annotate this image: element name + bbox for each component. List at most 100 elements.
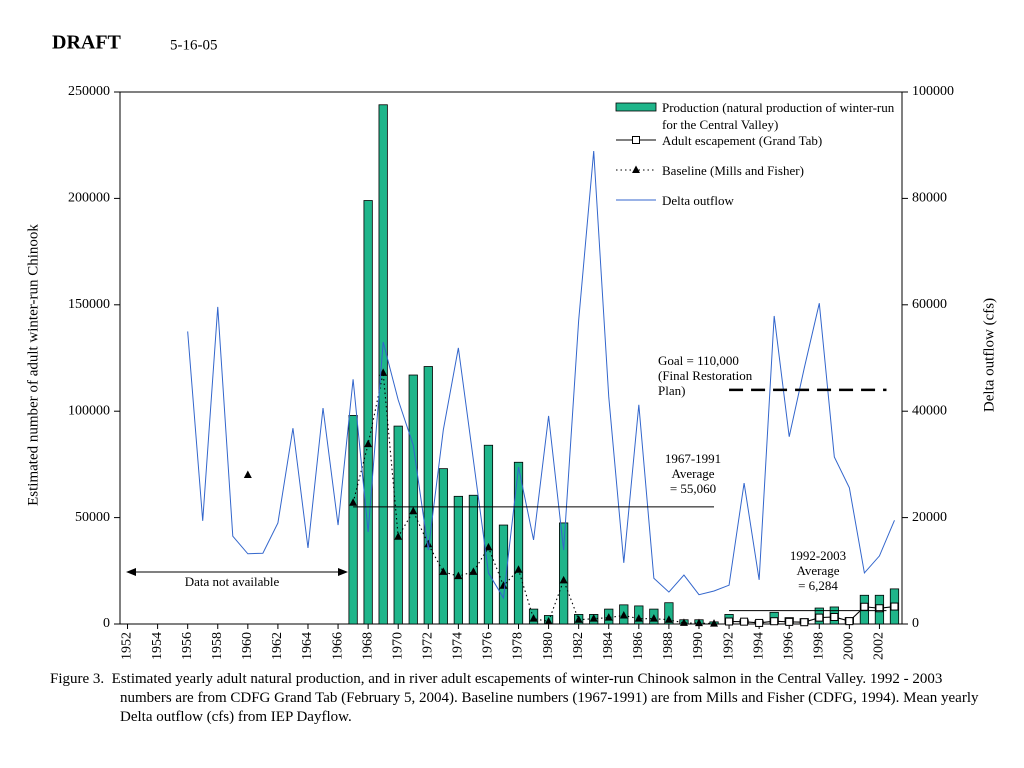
- marker-square: [800, 618, 809, 627]
- x-tick-label: 2002: [872, 632, 887, 660]
- marker-triangle: [484, 542, 493, 551]
- x-tick-label: 1986: [631, 632, 646, 660]
- marker-square: [770, 617, 779, 626]
- y-axis-label: Estimated number of adult winter-run Chi…: [25, 224, 41, 506]
- marker-triangle: [424, 539, 433, 548]
- draft-title: DRAFT: [52, 32, 122, 54]
- draft-date: 5-16-05: [170, 37, 218, 53]
- y-tick-label: 200000: [68, 191, 110, 206]
- marker-square: [830, 612, 839, 621]
- x-tick-label: 1978: [511, 632, 526, 660]
- reference-text: Average: [671, 466, 715, 481]
- marker-triangle: [574, 615, 583, 623]
- x-tick-label: 1960: [240, 632, 255, 660]
- marker-square: [755, 618, 764, 627]
- marker-triangle: [379, 368, 388, 376]
- bar: [423, 366, 433, 625]
- bar: [559, 522, 569, 625]
- marker-triangle: [243, 470, 252, 479]
- x-tick-label: 1994: [751, 632, 766, 660]
- x-tick-label: 1952: [120, 632, 135, 660]
- marker-square: [860, 602, 869, 611]
- marker-square: [815, 613, 824, 622]
- y-tick-label: 50000: [75, 510, 110, 525]
- x-tick-label: 1968: [360, 632, 375, 660]
- y2-tick-label: 0: [912, 616, 919, 631]
- marker-triangle: [499, 581, 508, 589]
- x-tick-label: 1954: [150, 632, 165, 660]
- reference-text: = 55,060: [669, 481, 717, 496]
- marker-triangle: [409, 506, 418, 515]
- x-tick-label: 1970: [390, 632, 405, 660]
- y-tick-label: 100000: [68, 403, 110, 418]
- bar: [664, 602, 674, 625]
- y2-axis-label: Delta outflow (cfs): [981, 298, 997, 412]
- line: [729, 606, 895, 624]
- reference-text: (Final Restoration: [658, 368, 753, 383]
- y2-tick-label: 60000: [912, 297, 947, 312]
- reference-text: Plan): [658, 383, 686, 398]
- reference-text: Average: [796, 563, 840, 578]
- legend-swatch: [615, 102, 657, 112]
- marker-square: [725, 617, 734, 626]
- legend-label: Baseline (Mills and Fisher): [662, 163, 804, 178]
- bar: [483, 444, 494, 625]
- x-tick-label: 1992: [721, 632, 736, 660]
- bar: [453, 495, 463, 625]
- marker-square: [785, 617, 794, 626]
- reference-text: 1992-2003: [789, 548, 847, 563]
- x-tick-label: 1982: [571, 632, 586, 660]
- marker-triangle: [604, 613, 613, 621]
- x-tick-label: 1996: [781, 632, 796, 660]
- bar: [408, 374, 418, 625]
- marker-square: [845, 617, 854, 626]
- x-tick-label: 1972: [421, 632, 436, 660]
- y-tick-label: 250000: [68, 84, 110, 99]
- marker-triangle: [454, 571, 463, 580]
- marker-triangle: [349, 498, 358, 506]
- marker-triangle: [649, 614, 658, 622]
- line: [352, 372, 715, 625]
- line: [187, 151, 895, 600]
- x-tick-label: 1958: [210, 632, 225, 660]
- y2-tick-label: 20000: [912, 510, 947, 525]
- reference-text: 1967-1991: [664, 451, 722, 466]
- marker-triangle: [529, 614, 538, 622]
- x-tick-label: 1962: [270, 632, 285, 660]
- marker-triangle: [394, 532, 403, 540]
- bar: [498, 524, 509, 625]
- marker-triangle: [559, 575, 568, 584]
- bar: [468, 494, 479, 625]
- x-tick-label: 1988: [661, 632, 676, 660]
- y2-tick-label: 80000: [912, 191, 947, 206]
- x-tick-label: 1966: [330, 632, 345, 660]
- x-tick-label: 1974: [451, 632, 466, 660]
- y2-tick-label: 100000: [912, 84, 954, 99]
- x-tick-label: 2000: [842, 632, 857, 660]
- legend-marker: [632, 136, 640, 144]
- y-tick-label: 0: [103, 616, 110, 631]
- reference-text: = 6,284: [798, 578, 838, 593]
- y2-tick-label: 40000: [912, 403, 947, 418]
- bar: [393, 425, 403, 625]
- marker-triangle: [469, 567, 478, 575]
- x-tick-label: 1998: [812, 632, 827, 660]
- bar: [363, 200, 373, 625]
- bar: [348, 415, 358, 625]
- x-tick-label: 1964: [300, 632, 315, 660]
- marker-triangle: [514, 565, 523, 573]
- marker-triangle: [634, 614, 643, 622]
- bar: [513, 461, 524, 625]
- marker-triangle: [364, 439, 373, 448]
- legend-label: Adult escapement (Grand Tab): [662, 133, 823, 148]
- legend-label: Production (natural production of winter…: [662, 100, 895, 132]
- x-tick-label: 1976: [481, 632, 496, 660]
- marker-square: [875, 604, 884, 613]
- marker-triangle: [439, 567, 448, 575]
- reference-text: Goal = 110,000: [658, 353, 739, 368]
- marker-triangle: [619, 610, 628, 619]
- legend-label: Delta outflow: [662, 193, 734, 208]
- y-tick-label: 150000: [68, 297, 110, 312]
